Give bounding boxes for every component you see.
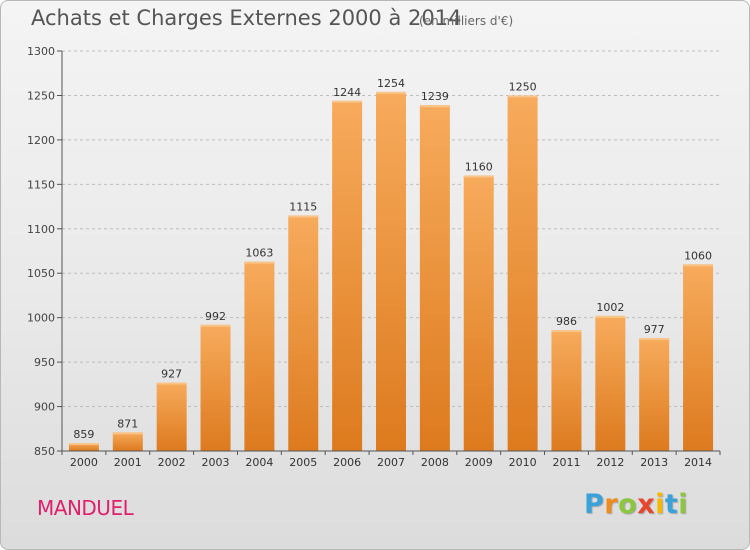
bar-value-label: 1115 (289, 200, 317, 213)
y-tick-label: 900 (34, 401, 55, 414)
y-tick-label: 1150 (27, 178, 55, 191)
x-tick-label: 2014 (684, 456, 712, 469)
bar-value-label: 1160 (465, 160, 493, 173)
bar (332, 100, 363, 452)
bar-value-label: 1250 (509, 80, 537, 93)
logo-letter: i (655, 489, 665, 520)
bar-value-label: 927 (161, 368, 182, 381)
bar-highlight (683, 264, 714, 267)
bar-value-label: 986 (556, 315, 577, 328)
bar-highlight (551, 330, 582, 333)
proxiti-logo: Proxiti (584, 489, 688, 520)
bar (68, 443, 99, 451)
bar-value-label: 871 (117, 417, 138, 430)
bar-value-label: 1239 (421, 90, 449, 103)
bar-highlight (639, 338, 670, 341)
y-tick-label: 850 (34, 445, 55, 458)
bar-highlight (200, 324, 231, 327)
axes (57, 50, 721, 455)
bar-highlight (595, 315, 626, 318)
bar (595, 315, 626, 451)
bar (156, 382, 187, 451)
bar (288, 215, 319, 451)
bar (112, 432, 143, 451)
bars (68, 91, 714, 452)
bar-value-label: 1060 (684, 249, 712, 262)
x-tick-label: 2007 (377, 456, 405, 469)
bar (376, 91, 406, 451)
bar (419, 105, 450, 451)
x-tick-label: 2000 (70, 456, 98, 469)
bar-highlight (68, 443, 99, 445)
x-tick-label: 2005 (289, 456, 317, 469)
bar-highlight (507, 95, 538, 98)
bar-value-label: 859 (73, 428, 94, 441)
y-tick-label: 1250 (27, 89, 55, 102)
y-tick-label: 1200 (27, 134, 55, 147)
bar-value-label: 992 (205, 310, 226, 323)
bar-highlight (332, 100, 363, 103)
bar (244, 261, 275, 451)
logo-letter: P (584, 489, 605, 520)
y-tick-label: 1000 (27, 312, 55, 325)
bar (639, 338, 670, 451)
x-tick-label: 2012 (596, 456, 624, 469)
bar-highlight (288, 215, 319, 218)
bar (200, 324, 231, 451)
logo-letter: i (678, 489, 689, 520)
bar-highlight (244, 261, 275, 264)
chart-title: Achats et Charges Externes 2000 à 2014 (31, 6, 462, 30)
y-tick-label: 1050 (27, 267, 55, 280)
x-tick-label: 2001 (114, 456, 142, 469)
x-tick-label: 2013 (640, 456, 668, 469)
y-tick-label: 1100 (27, 223, 55, 236)
town-name: MANDUEL (37, 496, 134, 520)
x-tick-label: 2006 (333, 456, 361, 469)
labels: 850 900 950 1000 1050 1100 1150 1200 1250 1300 859… (27, 45, 712, 469)
logo-letter: r (604, 489, 619, 520)
logo-letter: o (618, 489, 638, 520)
x-tick-label: 2002 (158, 456, 186, 469)
bar-highlight (376, 91, 406, 94)
bar-value-label: 1002 (596, 301, 624, 314)
x-tick-label: 2008 (421, 456, 449, 469)
logo-letter: t (664, 489, 679, 520)
x-tick-label: 2009 (465, 456, 493, 469)
y-tick-label: 1300 (27, 45, 55, 58)
bar-value-label: 1063 (245, 247, 273, 260)
x-tick-label: 2003 (202, 456, 230, 469)
x-tick-label: 2011 (552, 456, 580, 469)
bar-value-label: 1254 (377, 77, 405, 90)
bar (463, 175, 494, 451)
bar (683, 264, 714, 451)
y-tick-label: 950 (34, 356, 55, 369)
chart-subtitle: (en milliers d'€) (419, 14, 514, 28)
bar-highlight (112, 432, 143, 435)
bar (551, 330, 582, 451)
bar-highlight (419, 105, 450, 108)
bar (507, 95, 538, 451)
bar-value-label: 977 (644, 323, 665, 336)
x-tick-label: 2004 (245, 456, 273, 469)
x-tick-label: 2010 (509, 456, 537, 469)
logo-letter: x (637, 489, 656, 520)
bar-highlight (156, 382, 187, 385)
bar-value-label: 1244 (333, 86, 361, 99)
bar-highlight (463, 175, 494, 178)
